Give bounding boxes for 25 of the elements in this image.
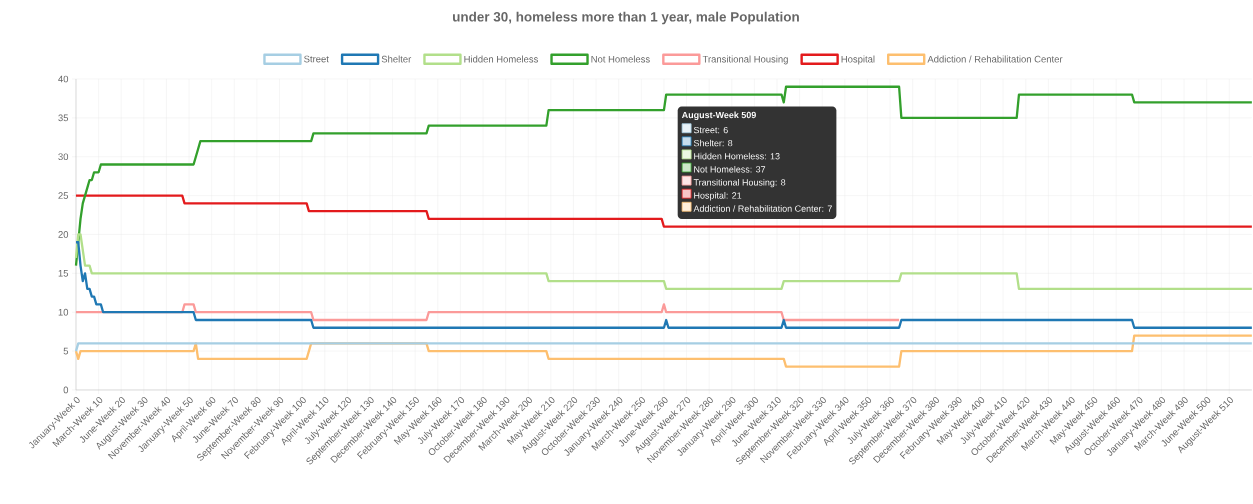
- y-tick-label: 35: [58, 114, 69, 122]
- y-tick-label: 0: [63, 386, 69, 394]
- y-tick-label: 20: [58, 231, 69, 238]
- annotation: Hospital: 21: [694, 192, 742, 201]
- annotation: Shelter: 8: [693, 139, 733, 147]
- legend-label: Hidden Homeless: [464, 55, 538, 63]
- annotation: Street: 6: [693, 126, 728, 134]
- annotation: August-Week 509: [681, 111, 756, 120]
- y-tick-label: 15: [58, 270, 69, 277]
- y-tick-label: 10: [58, 308, 69, 316]
- legend-label: Transitional Housing: [702, 55, 788, 65]
- legend-label: Addiction / Rehabilitation Center: [927, 55, 1063, 63]
- legend-label: Not Homeless: [591, 55, 650, 63]
- annotation: Addiction / Rehabilitation Center: 7: [693, 205, 832, 212]
- annotation: Hidden Homeless: 13: [694, 152, 780, 160]
- legend-label: Street: [304, 55, 329, 63]
- y-tick-label: 30: [58, 153, 69, 161]
- annotation: Not Homeless: 37: [694, 165, 766, 173]
- chart-title: under 30, homeless more than 1 year, male Population: [453, 11, 799, 25]
- y-tick-label: 40: [58, 75, 69, 83]
- annotation: Transitional Housing: 8: [693, 179, 786, 188]
- legend-label: Hospital: [841, 55, 875, 65]
- y-tick-label: 25: [58, 192, 69, 199]
- y-tick-label: 5: [63, 347, 69, 355]
- legend-label: Shelter: [381, 55, 412, 63]
